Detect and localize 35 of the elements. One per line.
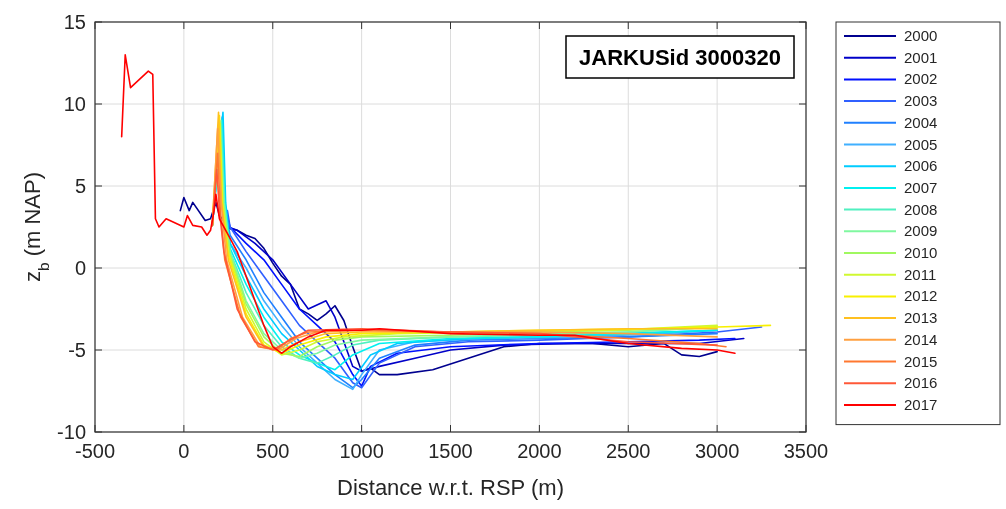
legend-label: 2008 <box>904 200 938 218</box>
legend-label: 2011 <box>904 265 937 283</box>
legend-label: 2006 <box>904 157 938 175</box>
legend-label: 2000 <box>904 27 938 44</box>
legend-label: 2013 <box>904 309 938 327</box>
x-tick-label: 1500 <box>428 440 473 462</box>
legend-label: 2010 <box>904 244 938 261</box>
y-tick-label: 15 <box>63 11 86 33</box>
x-tick-label: 3500 <box>783 440 829 462</box>
legend-label: 2012 <box>904 287 938 305</box>
legend-label: 2015 <box>904 352 938 370</box>
y-tick-label: -10 <box>57 421 86 443</box>
legend-label: 2001 <box>904 48 938 66</box>
x-tick-label: -500 <box>74 440 116 462</box>
x-tick-label: 2000 <box>517 440 562 462</box>
x-axis-title: Distance w.r.t. RSP (m) <box>337 475 564 500</box>
x-tick-label: 500 <box>256 440 290 462</box>
legend-label: 2007 <box>904 178 938 196</box>
legend-label: 2005 <box>904 135 938 153</box>
y-tick-label: 5 <box>74 175 86 197</box>
legend-label: 2009 <box>904 222 938 240</box>
x-tick-label: 1000 <box>339 440 384 462</box>
legend-label: 2016 <box>904 374 938 392</box>
legend-label: 2004 <box>904 113 938 131</box>
x-tick-label: 3000 <box>694 440 740 462</box>
legend-label: 2014 <box>904 330 938 348</box>
legend-label: 2017 <box>904 395 938 413</box>
y-tick-label: 10 <box>63 93 86 115</box>
legend-label: 2003 <box>904 92 938 110</box>
y-tick-label: -5 <box>68 339 86 361</box>
annotation: JARKUSid 3000320 <box>579 45 781 70</box>
legend-label: 2002 <box>904 70 938 88</box>
y-tick-label: 0 <box>74 257 86 279</box>
x-tick-label: 2500 <box>606 440 651 462</box>
x-tick-label: 0 <box>178 440 190 462</box>
